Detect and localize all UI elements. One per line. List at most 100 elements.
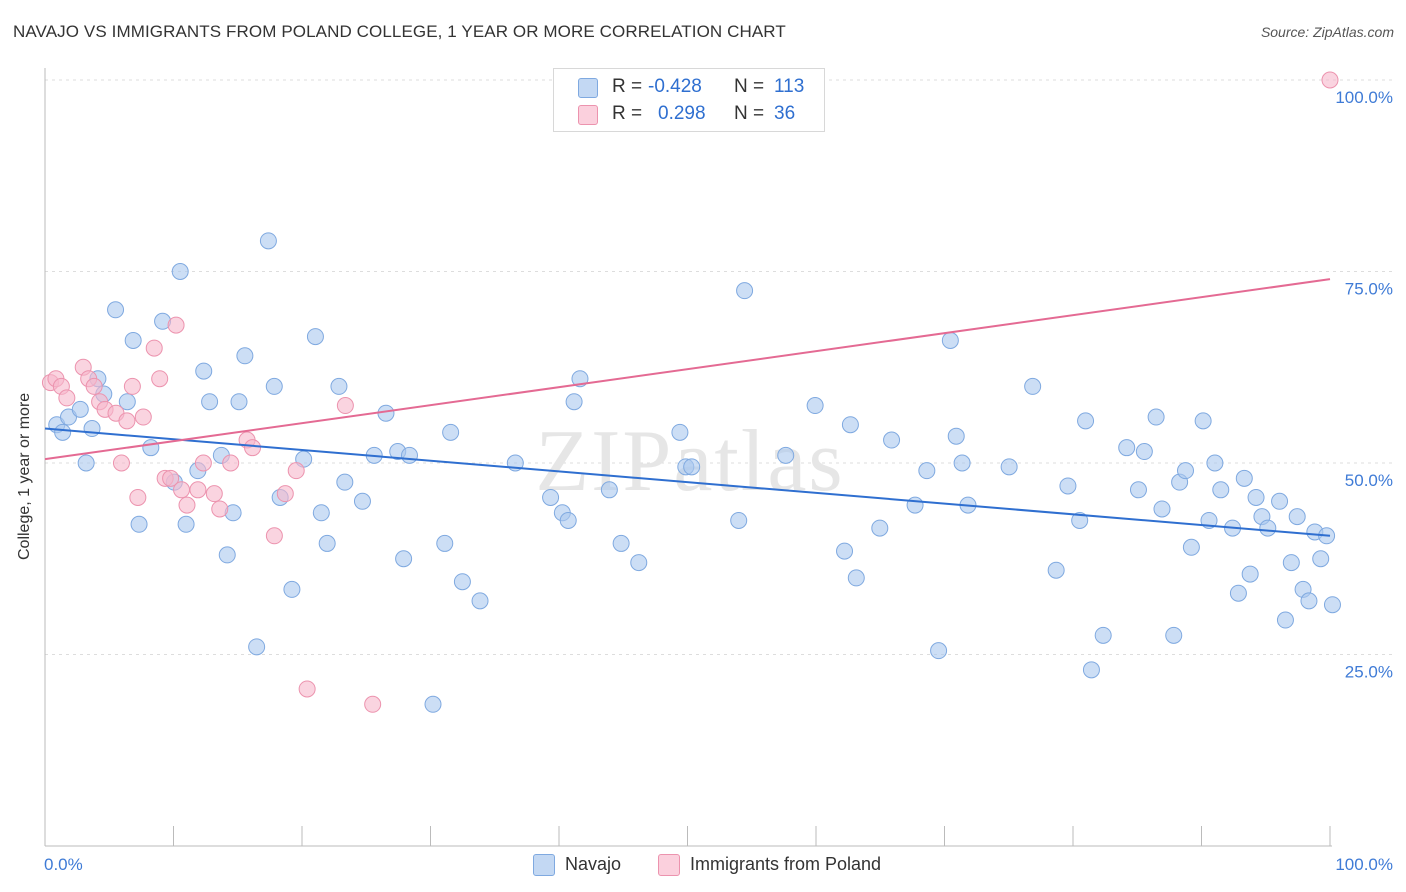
- poland-points: [41, 71, 1339, 713]
- navajo-point: [107, 301, 125, 319]
- poland-point: [205, 485, 223, 503]
- navajo-point: [1071, 511, 1089, 529]
- poland-point: [112, 454, 130, 472]
- poland-point: [1321, 71, 1339, 89]
- x-tick-label-min: 0.0%: [44, 855, 83, 874]
- bottom-legend-label-navajo: Navajo: [565, 854, 622, 874]
- navajo-point: [471, 592, 489, 610]
- navajo-point: [130, 515, 148, 533]
- navajo-point: [124, 331, 142, 349]
- navajo-point: [1182, 538, 1200, 556]
- navajo-point: [565, 393, 583, 411]
- navajo-point: [930, 642, 948, 660]
- poland-point: [151, 370, 169, 388]
- navajo-point: [1129, 481, 1147, 499]
- navajo-point: [306, 328, 324, 346]
- navajo-point: [377, 404, 395, 422]
- navajo-point: [1259, 519, 1277, 537]
- navajo-point: [941, 331, 959, 349]
- bottom-legend-swatch-navajo: [533, 854, 555, 876]
- legend-n-value: 113: [774, 76, 805, 97]
- legend-r-value: 0.298: [658, 103, 706, 124]
- navajo-point: [671, 423, 689, 441]
- navajo-point: [1241, 565, 1259, 583]
- navajo-point: [630, 554, 648, 572]
- navajo-point: [1153, 500, 1171, 518]
- navajo-point: [1271, 492, 1289, 510]
- poland-point: [134, 408, 152, 426]
- legend-r-label: R =: [612, 76, 643, 97]
- poland-point: [118, 412, 136, 430]
- y-tick-label: 100.0%: [1335, 88, 1393, 107]
- navajo-point: [1047, 561, 1065, 579]
- legend-n-value: 36: [774, 103, 796, 124]
- navajo-point: [1194, 412, 1212, 430]
- navajo-point: [559, 511, 577, 529]
- navajo-point: [542, 488, 560, 506]
- navajo-point: [1247, 488, 1265, 506]
- navajo-point: [1212, 481, 1230, 499]
- navajo-point: [600, 481, 618, 499]
- navajo-point: [1206, 454, 1224, 472]
- navajo-point: [1312, 550, 1330, 568]
- navajo-point: [947, 427, 965, 445]
- navajo-point: [1135, 443, 1153, 461]
- navajo-point: [1177, 462, 1195, 480]
- poland-point: [173, 481, 191, 499]
- navajo-point: [806, 397, 824, 415]
- source-label: Source: ZipAtlas.com: [1260, 24, 1394, 40]
- bottom-legend-label-poland: Immigrants from Poland: [690, 854, 882, 874]
- navajo-point: [1300, 592, 1318, 610]
- poland-point: [222, 454, 240, 472]
- navajo-point: [1094, 626, 1112, 644]
- navajo-point: [883, 431, 901, 449]
- navajo-point: [730, 511, 748, 529]
- poland-point: [123, 377, 141, 395]
- navajo-point: [248, 638, 266, 656]
- navajo-point: [836, 542, 854, 560]
- y-tick-label: 25.0%: [1345, 663, 1393, 682]
- navajo-point: [1282, 554, 1300, 572]
- navajo-point: [83, 420, 101, 438]
- navajo-point: [265, 377, 283, 395]
- navajo-point: [918, 462, 936, 480]
- poland-point: [85, 377, 103, 395]
- legend-n-label: N =: [734, 76, 765, 97]
- poland-point: [58, 389, 76, 407]
- navajo-point: [953, 454, 971, 472]
- navajo-point: [453, 573, 471, 591]
- navajo-point: [736, 282, 754, 300]
- navajo-point: [312, 504, 330, 522]
- navajo-point: [436, 534, 454, 552]
- poland-point: [189, 481, 207, 499]
- navajo-point: [283, 580, 301, 598]
- navajo-point: [330, 377, 348, 395]
- y-tick-label: 75.0%: [1345, 280, 1393, 299]
- navajo-point: [353, 492, 371, 510]
- poland-point: [265, 527, 283, 545]
- navajo-point: [1288, 508, 1306, 526]
- navajo-point: [60, 408, 78, 426]
- navajo-point: [777, 446, 795, 464]
- navajo-point: [177, 515, 195, 533]
- navajo-point: [236, 347, 254, 365]
- navajo-point: [1082, 661, 1100, 679]
- navajo-point: [442, 423, 460, 441]
- navajo-point: [54, 423, 72, 441]
- poland-point: [276, 485, 294, 503]
- navajo-point: [318, 534, 336, 552]
- navajo-point: [1323, 596, 1341, 614]
- y-tick-label: 50.0%: [1345, 471, 1393, 490]
- poland-point: [364, 695, 382, 713]
- navajo-point: [1118, 439, 1136, 457]
- x-tick-label-max: 100.0%: [1335, 855, 1393, 874]
- navajo-point: [1165, 626, 1183, 644]
- trend-lines: [44, 278, 1331, 537]
- legend-r-value: -0.428: [648, 76, 702, 97]
- bottom-legend-swatch-poland: [658, 854, 680, 876]
- axes: [44, 68, 1332, 847]
- poland-point: [287, 462, 305, 480]
- navajo-point: [218, 546, 236, 564]
- poland-point: [244, 439, 262, 457]
